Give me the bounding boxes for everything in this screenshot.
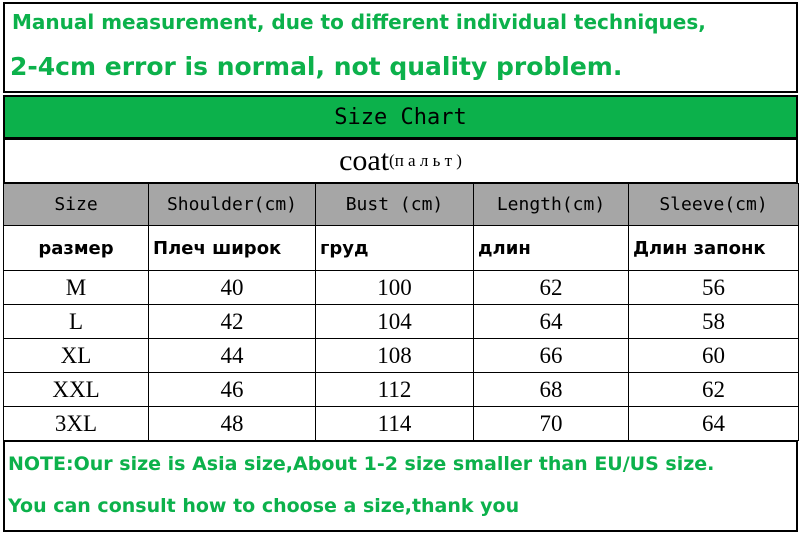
table-value: 3XL <box>54 410 98 436</box>
table-value-cell: 3XL <box>3 406 149 441</box>
table-value-cell: M <box>3 270 149 305</box>
table-value: 104 <box>377 308 412 334</box>
note: You can consult how to choose a size,tha… <box>8 495 520 517</box>
column-header-cell: Sleeve(cm) <box>628 183 799 226</box>
table-value-cell: 108 <box>315 338 474 373</box>
table-value-cell: 112 <box>315 372 474 407</box>
table-value-cell: 48 <box>148 406 316 441</box>
column-header-ru: Плеч широк <box>153 237 282 259</box>
table-value-cell: 100 <box>315 270 474 305</box>
column-header: Length(cm) <box>496 194 606 215</box>
table-value-cell: 56 <box>628 270 799 305</box>
table-value: 62 <box>539 274 563 300</box>
column-header-ru-cell: груд <box>315 225 474 271</box>
column-header-cell: Size <box>3 183 149 226</box>
notice-box <box>3 2 798 93</box>
table-value: 100 <box>377 274 412 300</box>
table-value-cell: XXL <box>3 372 149 407</box>
table-value-cell: XL <box>3 338 149 373</box>
column-header: Shoulder(cm) <box>166 194 298 215</box>
column-header-ru-cell: Длин запонк <box>628 225 799 271</box>
column-header-ru-cell: размер <box>3 225 149 271</box>
table-value: 42 <box>220 308 244 334</box>
column-header-ru: размер <box>38 237 114 259</box>
product-row: coat (п а л ь т ) <box>3 138 798 184</box>
table-value-cell: 46 <box>148 372 316 407</box>
table-value: 68 <box>539 376 563 402</box>
table-value-cell: 114 <box>315 406 474 441</box>
table-value-cell: 64 <box>628 406 799 441</box>
table-value: 62 <box>702 376 725 402</box>
table-value: XXL <box>52 376 100 402</box>
column-header-ru-cell: Плеч широк <box>148 225 316 271</box>
table-value: M <box>65 274 87 300</box>
table-value-cell: 42 <box>148 304 316 339</box>
table-value-cell: 66 <box>473 338 629 373</box>
table-value: 108 <box>377 342 412 368</box>
column-header: Size <box>54 194 98 215</box>
notice-line: 2-4cm error is normal, not quality probl… <box>10 52 623 81</box>
title: Size Chart <box>334 104 467 130</box>
column-header-cell: Shoulder(cm) <box>148 183 316 226</box>
table-value: 114 <box>377 410 412 436</box>
table-value: 40 <box>220 274 244 300</box>
table-value-cell: 68 <box>473 372 629 407</box>
table-value-cell: 60 <box>628 338 799 373</box>
column-header: Sleeve(cm) <box>659 194 768 215</box>
table-value: 112 <box>377 376 412 402</box>
column-header-ru-cell: длин <box>473 225 629 271</box>
table-value: 44 <box>220 342 244 368</box>
table-value-cell: 62 <box>473 270 629 305</box>
product-name: coat <box>339 144 390 177</box>
table-value: L <box>68 308 84 334</box>
column-header-ru: груд <box>320 237 369 259</box>
column-header: Bust (cm) <box>345 194 444 215</box>
table-value: 66 <box>539 342 563 368</box>
column-header-ru: Длин запонк <box>633 237 766 259</box>
table-value-cell: 104 <box>315 304 474 339</box>
column-header-cell: Bust (cm) <box>315 183 474 226</box>
column-header-ru: длин <box>478 237 531 259</box>
table-value-cell: 70 <box>473 406 629 441</box>
title-bar: Size Chart <box>3 95 798 139</box>
table-value: XL <box>60 342 92 368</box>
table-value: 48 <box>220 410 244 436</box>
column-header-cell: Length(cm) <box>473 183 629 226</box>
table-value-cell: 40 <box>148 270 316 305</box>
notes-box <box>3 440 798 532</box>
table-value: 60 <box>702 342 725 368</box>
table-value-cell: 64 <box>473 304 629 339</box>
table-value: 58 <box>702 308 725 334</box>
table-value-cell: 44 <box>148 338 316 373</box>
table-value: 64 <box>539 308 563 334</box>
table-value: 70 <box>539 410 563 436</box>
table-value: 56 <box>702 274 725 300</box>
table-value-cell: 58 <box>628 304 799 339</box>
table-value-cell: L <box>3 304 149 339</box>
table-value: 46 <box>220 376 244 402</box>
table-value: 64 <box>702 410 725 436</box>
product-translation: (п а л ь т ) <box>389 151 462 170</box>
table-value-cell: 62 <box>628 372 799 407</box>
note: NOTE:Our size is Asia size,About 1-2 siz… <box>8 453 715 475</box>
notice-line: Manual measurement, due to different ind… <box>12 10 706 34</box>
